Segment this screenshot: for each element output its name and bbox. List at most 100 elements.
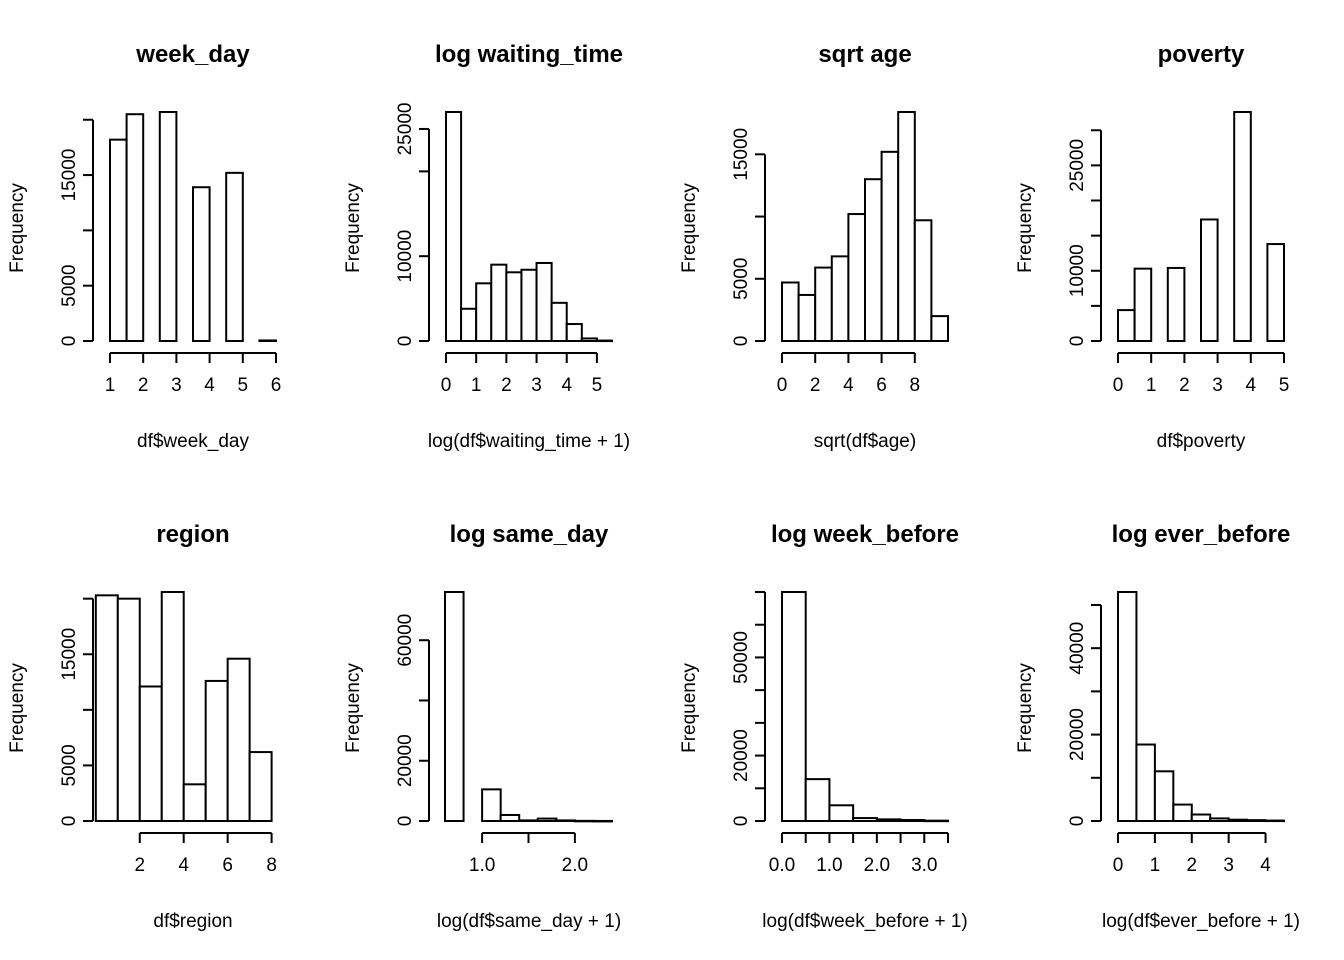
y-tick-label: 0 [395,816,416,827]
x-tick-label: 3 [171,375,182,396]
y-tick-label: 15000 [731,128,752,181]
y-tick-label: 40000 [1067,622,1088,675]
x-tick-label: 3 [1223,855,1234,876]
x-tick-label: 2 [138,375,149,396]
x-tick-label: 0 [1113,375,1124,396]
y-axis-label: Frequency [7,663,28,753]
histogram-bar [804,778,831,823]
x-axis-label: log(df$same_day + 1) [437,911,621,932]
y-tick-label: 10000 [395,230,416,283]
x-tick-label: 0 [777,375,788,396]
x-tick-label: 4 [1260,855,1271,876]
histogram-bar [1246,819,1267,823]
y-tick-label: 0 [731,336,752,347]
panel-title: log waiting_time [435,41,623,68]
y-tick-label: 20000 [731,729,752,782]
x-tick-label: 4 [178,855,189,876]
histogram-bar [565,323,583,343]
histogram-bar [930,315,950,343]
y-tick-label: 5000 [731,258,752,300]
y-tick-label: 0 [1067,336,1088,347]
x-tick-label: 2 [810,375,821,396]
y-tick-label: 60000 [395,614,416,667]
y-tick-label: 10000 [1067,244,1088,297]
x-tick-label: 0 [1113,855,1124,876]
histogram-bar [550,301,568,343]
histogram-bar [109,138,128,342]
histogram-bar [116,597,141,823]
y-tick-label: 20000 [1067,708,1088,761]
x-axis-label: log(df$waiting_time + 1) [428,431,630,452]
histogram-bar [499,813,521,823]
histogram-bar [875,818,902,822]
histogram-bar [138,685,163,822]
x-tick-label: 0 [441,375,452,396]
y-tick-label: 5000 [59,265,80,307]
histogram-bar [248,751,273,823]
histogram-bar [1117,309,1136,342]
x-tick-label: 4 [204,375,215,396]
x-axis-label: df$week_day [137,431,249,452]
y-tick-label: 20000 [395,734,416,787]
histogram-bar [535,261,553,342]
x-tick-label: 3 [1212,375,1223,396]
panel-title: log ever_before [1112,521,1291,548]
histogram-panel: week_day 1 2 3 4 5 6 0 5000 15000 df$week_day Frequ… [7,41,281,452]
histogram-bar [864,178,883,342]
histogram-bar [1233,111,1252,342]
histogram-panel: poverty 0 1 2 3 4 5 0 10000 25000 df$poverty Freque… [1015,41,1289,452]
histogram-bar [573,819,595,823]
histogram-bar [1190,813,1212,822]
histogram-bar [192,186,211,342]
histogram-bar [226,657,251,822]
x-tick-label: 5 [1279,375,1290,396]
x-axis-label: log(df$week_before + 1) [762,911,967,932]
y-axis-label: Frequency [1015,663,1036,753]
histogram-bar [1200,218,1219,342]
y-tick-label: 50000 [731,631,752,684]
histogram-bar [445,111,463,342]
y-tick-label: 0 [59,336,80,347]
y-tick-label: 0 [59,816,80,827]
histogram-bar [158,111,178,342]
y-tick-label: 5000 [59,744,80,786]
histogram-bar [913,219,933,342]
histogram-bar [475,282,493,342]
histogram-bar [1117,591,1138,822]
histogram-bar [204,679,229,823]
x-tick-label: 6 [222,855,233,876]
histogram-bar [1227,818,1249,823]
histogram-bar [847,213,867,343]
x-tick-label: 4 [843,375,854,396]
histogram-bar [125,113,145,343]
histogram-bar [880,150,900,342]
x-tick-label: 2.0 [562,855,588,876]
histogram-bar [923,819,949,823]
x-tick-label: 5 [592,375,603,396]
histogram-bar [580,337,598,343]
histogram-bar [225,171,244,342]
y-tick-label: 0 [1067,816,1088,827]
histogram-bar [1135,743,1156,822]
histogram-bar [595,339,614,343]
histogram-bar [1209,817,1230,822]
histogram-panel: log ever_before 0 1 2 3 4 0 20000 40000 log(df$ev… [1015,521,1300,932]
x-tick-label: 1 [1146,375,1157,396]
histogram-bar [592,819,614,823]
x-tick-label: 8 [266,855,277,876]
x-axis-label: log(df$ever_before + 1) [1102,911,1300,932]
x-tick-label: 3.0 [911,855,937,876]
y-axis-label: Frequency [343,663,364,753]
histogram-bar [1264,819,1285,823]
x-tick-label: 1.0 [816,855,842,876]
y-axis-label: Frequency [1015,183,1036,273]
histogram-bar [481,788,502,822]
x-tick-label: 1 [471,375,482,396]
histogram-bar [897,111,916,342]
histogram-bar [505,271,523,342]
x-tick-label: 3 [531,375,542,396]
histogram-panel: log same_day 1.0 2.0 0 20000 60000 log(df$same… [343,521,621,932]
histogram-panel: sqrt age 0 2 4 6 8 0 5000 15000 sqrt(df$age) Frequ… [679,41,950,452]
